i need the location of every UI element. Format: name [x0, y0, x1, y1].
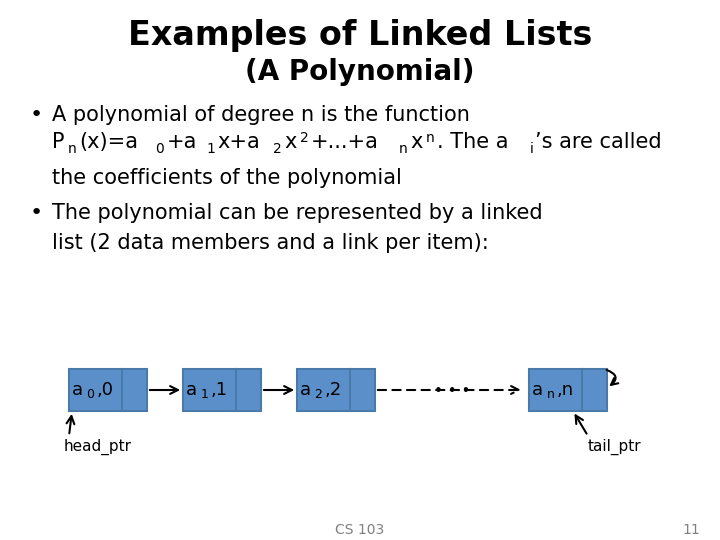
Text: 1: 1 [206, 142, 215, 156]
Text: 0: 0 [86, 388, 94, 401]
Text: 2: 2 [273, 142, 282, 156]
Text: The polynomial can be represented by a linked: The polynomial can be represented by a l… [52, 203, 543, 223]
Text: P: P [52, 132, 65, 152]
Text: the coefficients of the polynomial: the coefficients of the polynomial [52, 168, 402, 188]
Bar [529, 369, 607, 411]
Bar [183, 369, 261, 411]
Text: head_ptr: head_ptr [64, 439, 132, 455]
FancyArrowPatch shape [607, 370, 618, 385]
Bar [297, 369, 375, 411]
Text: a: a [532, 381, 544, 399]
Text: n: n [546, 388, 554, 401]
Text: ’s are called: ’s are called [534, 132, 661, 152]
Text: ,n: ,n [557, 381, 574, 399]
Text: x+a: x+a [217, 132, 260, 152]
Text: x: x [284, 132, 297, 152]
Text: ,1: ,1 [211, 381, 228, 399]
Text: i: i [530, 142, 534, 156]
Text: •: • [30, 203, 43, 223]
Text: ,0: ,0 [97, 381, 114, 399]
Bar [69, 369, 147, 411]
Text: +a: +a [167, 132, 197, 152]
Text: x: x [410, 132, 423, 152]
Text: CS 103: CS 103 [336, 523, 384, 537]
Text: 2: 2 [315, 388, 323, 401]
Text: 1: 1 [201, 388, 209, 401]
Text: (x)=a: (x)=a [79, 132, 138, 152]
Text: • • •: • • • [434, 383, 470, 399]
Text: a: a [300, 381, 311, 399]
Text: Examples of Linked Lists: Examples of Linked Lists [128, 18, 592, 51]
Text: n: n [399, 142, 408, 156]
Text: a: a [186, 381, 197, 399]
Text: 2: 2 [300, 131, 309, 145]
Text: a: a [72, 381, 84, 399]
Text: A polynomial of degree n is the function: A polynomial of degree n is the function [52, 105, 470, 125]
Text: +...+a: +...+a [311, 132, 379, 152]
Text: (​A Polynomial​): (​A Polynomial​) [246, 58, 474, 86]
Text: ,2: ,2 [325, 381, 342, 399]
Text: •: • [30, 105, 43, 125]
Text: tail_ptr: tail_ptr [588, 439, 642, 455]
Text: . The a: . The a [437, 132, 509, 152]
Text: 11: 11 [683, 523, 700, 537]
Text: n: n [426, 131, 435, 145]
Text: list (2 data members and a link per item):: list (2 data members and a link per item… [52, 233, 489, 253]
Text: 0: 0 [156, 142, 164, 156]
Text: n: n [68, 142, 77, 156]
